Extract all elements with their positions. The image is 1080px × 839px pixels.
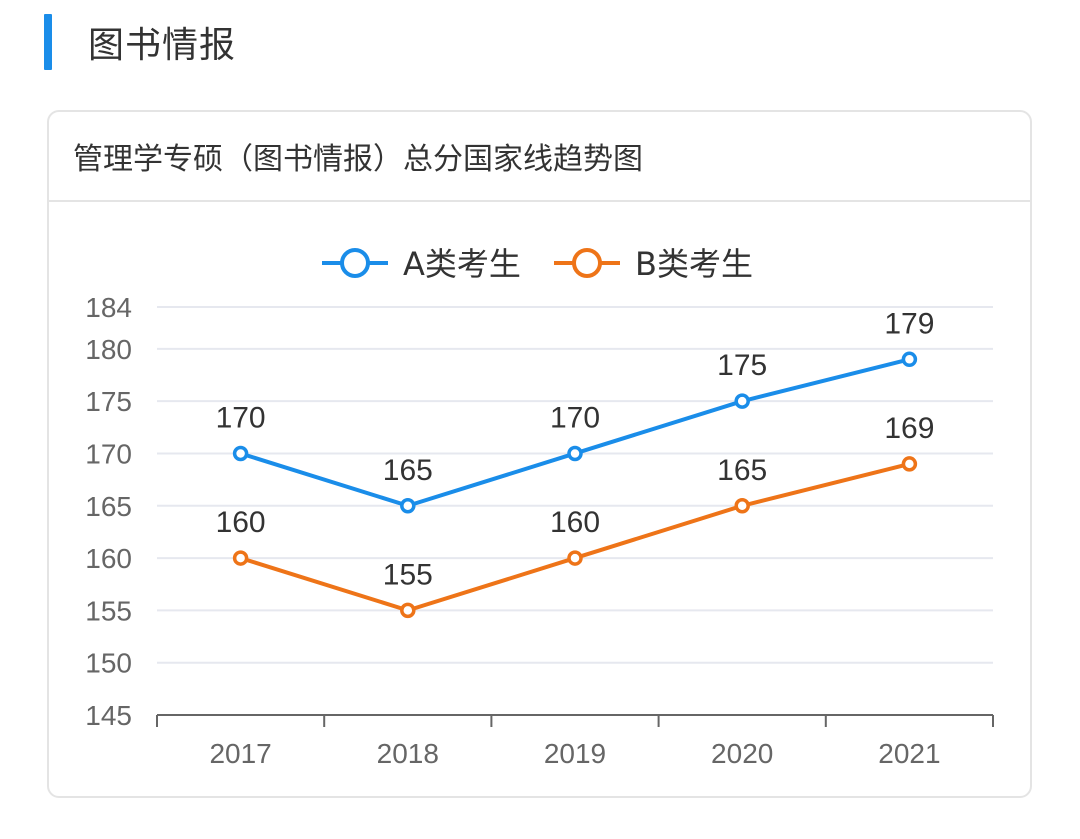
data-label: 175 [717, 349, 767, 382]
legend-label: B类考生 [635, 245, 753, 283]
data-point[interactable] [232, 550, 249, 566]
data-point[interactable] [567, 445, 583, 462]
axes: 145 150 155 160 165 170 175 180 184 2017 2018 2019 2… [85, 292, 994, 769]
data-label: 170 [550, 401, 600, 434]
grid-lines [157, 306, 993, 664]
accent-bar [44, 14, 52, 70]
data-point[interactable] [734, 498, 750, 514]
y-tick-label: 180 [85, 334, 132, 365]
data-label: 165 [383, 454, 433, 487]
chart-title: 管理学专硕（图书情报）总分国家线趋势图 [73, 142, 643, 177]
series-lines [232, 351, 918, 619]
legend-marker [572, 248, 602, 278]
data-label: 169 [884, 412, 934, 445]
x-tick-label: 2019 [544, 738, 606, 769]
card-header: 管理学专硕（图书情报）总分国家线趋势图 [49, 112, 1030, 202]
y-tick-label: 175 [85, 386, 132, 417]
data-point[interactable] [901, 456, 918, 472]
section-header: 图书情报 [44, 14, 236, 70]
legend-label: A类考生 [403, 245, 521, 283]
x-tick-label: 2017 [209, 738, 271, 769]
data-label: 160 [216, 506, 266, 539]
legend-marker [340, 248, 370, 278]
data-label: 155 [383, 558, 433, 591]
y-tick-label: 165 [85, 491, 132, 522]
data-point[interactable] [400, 602, 416, 619]
data-point[interactable] [901, 351, 918, 368]
legend-item-1[interactable]: B类考生 [554, 245, 753, 283]
x-tick-label: 2020 [711, 738, 773, 769]
data-label: 179 [884, 307, 934, 340]
x-tick-label: 2018 [377, 738, 439, 769]
data-labels: 170 165 170 175 179 160 155 160 165 169 [216, 307, 935, 591]
data-point[interactable] [400, 498, 416, 514]
data-point[interactable] [734, 393, 750, 409]
data-label: 160 [550, 506, 600, 539]
legend: A类考生 B类考生 [322, 245, 753, 283]
data-point[interactable] [232, 445, 249, 462]
data-label: 165 [717, 454, 767, 487]
data-point[interactable] [567, 550, 583, 566]
y-tick-label: 184 [85, 292, 132, 323]
y-tick-label: 150 [85, 648, 132, 679]
section-title: 图书情报 [88, 25, 237, 66]
x-tick-label: 2021 [878, 738, 940, 769]
y-tick-label: 155 [85, 595, 132, 626]
y-tick-label: 160 [85, 543, 132, 574]
data-label: 170 [216, 401, 266, 434]
legend-item-0[interactable]: A类考生 [322, 245, 521, 283]
y-tick-label: 170 [85, 438, 132, 469]
y-tick-label: 145 [85, 700, 132, 731]
